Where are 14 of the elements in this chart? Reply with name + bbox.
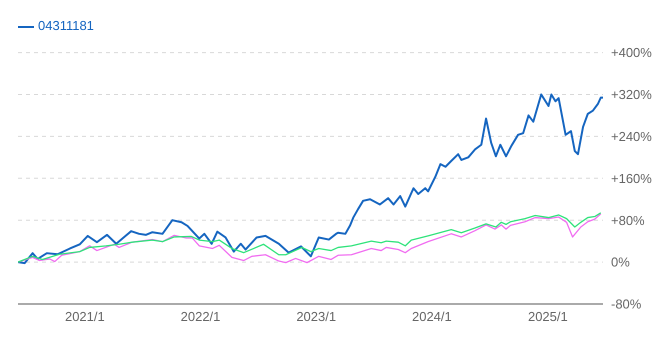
x-tick-label: 2023/1 xyxy=(296,309,336,324)
y-tick-label: +240% xyxy=(611,128,652,144)
x-tick-label: 2025/1 xyxy=(528,309,568,324)
y-tick-label: +160% xyxy=(611,170,652,186)
x-tick-label: 2021/1 xyxy=(64,309,105,324)
y-tick-label: +400% xyxy=(611,45,652,60)
y-tick-label: +80% xyxy=(611,212,646,228)
y-tick-label: +320% xyxy=(611,87,652,102)
legend-label: 04311181 xyxy=(38,18,94,33)
x-tick-label: 2024/1 xyxy=(412,309,452,324)
x-tick-label: 2022/1 xyxy=(180,309,220,324)
y-tick-label: 0% xyxy=(611,254,630,270)
y-tick-label: -80% xyxy=(611,296,642,312)
line-series xyxy=(18,93,603,264)
